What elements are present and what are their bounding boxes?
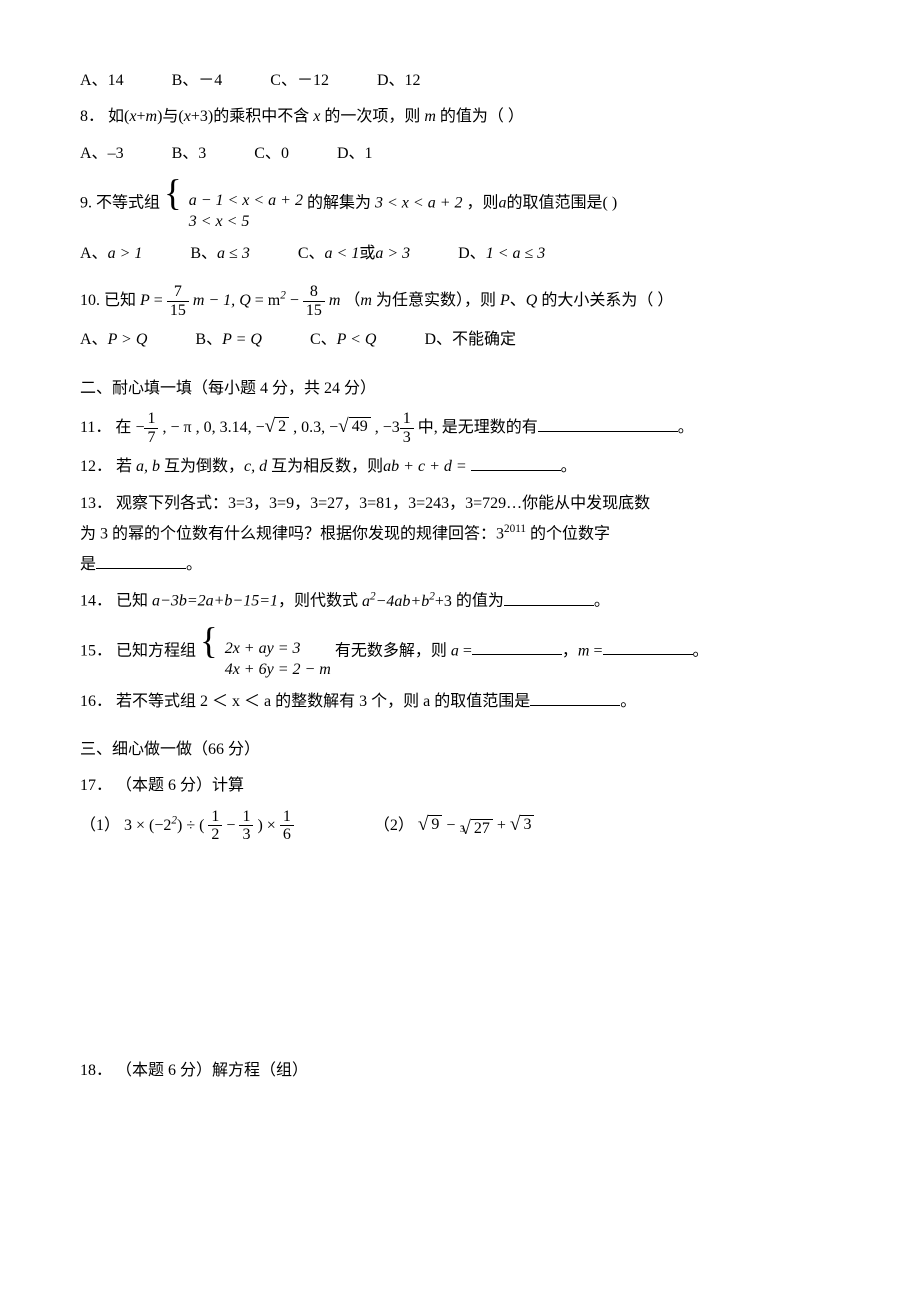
q9-opt-d: D、1 < a ≤ 3: [458, 239, 545, 269]
q15-system: { 2x + ay = 3 4x + 6y = 2 − m: [200, 623, 331, 681]
q10-opt-b: B、P = Q: [195, 325, 262, 355]
q10-opt-c: C、P < Q: [310, 325, 377, 355]
q8-opt-a: A、–3: [80, 139, 124, 169]
q14-number: 14．: [80, 593, 112, 610]
q8-options: A、–3 B、3 C、0 D、1: [80, 139, 840, 169]
q9-opt-a: A、a > 1: [80, 239, 142, 269]
q10-stem: 10. 已知 P = 715 m − 1, Q = m2 − 815 m （m …: [80, 283, 840, 319]
q12: 12． 若 a, b 互为倒数，c, d 互为相反数，则ab + c + d =…: [80, 452, 840, 482]
q16-blank: [530, 689, 620, 706]
work-space: [80, 850, 840, 1050]
q8-opt-d: D、1: [337, 139, 373, 169]
q7-options: A、14 B、－4 C、－12 D、12: [80, 66, 840, 96]
q14-blank: [504, 589, 594, 606]
q18-number: 18．: [80, 1062, 112, 1079]
q9-system: { a − 1 < x < a + 2 3 < x < 5: [164, 175, 303, 233]
q16-number: 16．: [80, 693, 112, 710]
q11: 11． 在 −17 , − π , 0, 3.14, −√2 , 0.3, −√…: [80, 410, 840, 446]
q10-options: A、P > Q B、P = Q C、P < Q D、不能确定: [80, 325, 840, 355]
q12-blank: [471, 454, 561, 471]
q16: 16． 若不等式组 2 ＜ x ＜ a 的整数解有 3 个，则 a 的取值范围是…: [80, 687, 840, 717]
q10-opt-a: A、P > Q: [80, 325, 147, 355]
q9-stem: 9. 不等式组 { a − 1 < x < a + 2 3 < x < 5 的解…: [80, 175, 840, 233]
q9-opt-c: C、a < 1或a > 3: [298, 239, 410, 269]
q8-stem: 8． 如(x+m)与(x+3)的乘积中不含 x 的一次项，则 m 的值为（ ）: [80, 102, 840, 132]
q13-number: 13．: [80, 495, 112, 512]
q13: 13． 观察下列各式：3=3，3=9，3=27，3=81，3=243，3=729…: [80, 489, 840, 581]
q12-number: 12．: [80, 458, 112, 475]
q13-blank: [96, 552, 186, 569]
q10-opt-d: D、不能确定: [424, 325, 516, 355]
q9-opt-b: B、a ≤ 3: [190, 239, 249, 269]
q15: 15． 已知方程组 { 2x + ay = 3 4x + 6y = 2 − m …: [80, 623, 840, 681]
q14: 14． 已知 a−3b=2a+b−15=1，则代数式 a2−4ab+b2+3 的…: [80, 586, 840, 617]
q10-number: 10.: [80, 292, 100, 309]
q15-blank-m: [603, 638, 693, 655]
q8-opt-c: C、0: [254, 139, 289, 169]
q17-parts: （1） 3 × (−22) ÷ ( 12 − 13 ) × 16 （2） √9 …: [80, 808, 840, 844]
q17-part2: （2） √9 − 3√27 + √3: [374, 811, 535, 842]
section2-title: 二、耐心填一填（每小题 4 分，共 24 分）: [80, 374, 840, 404]
q7-opt-d: D、12: [377, 66, 421, 96]
q8-opt-b: B、3: [172, 139, 207, 169]
q7-opt-a: A、14: [80, 66, 124, 96]
q17-part1: （1） 3 × (−22) ÷ ( 12 − 13 ) × 16: [80, 808, 294, 844]
q15-number: 15．: [80, 642, 112, 659]
q11-number: 11．: [80, 419, 111, 436]
q11-blank: [538, 415, 678, 432]
q7-opt-b: B、－4: [172, 66, 223, 96]
q15-blank-a: [472, 638, 562, 655]
q18-header: 18． （本题 6 分）解方程（组）: [80, 1056, 840, 1086]
q17-header: 17． （本题 6 分）计算: [80, 771, 840, 801]
q17-number: 17．: [80, 777, 112, 794]
section3-title: 三、细心做一做（66 分）: [80, 735, 840, 765]
q8-number: 8．: [80, 108, 104, 125]
q7-opt-c: C、－12: [270, 66, 329, 96]
q9-options: A、a > 1 B、a ≤ 3 C、a < 1或a > 3 D、1 < a ≤ …: [80, 239, 840, 269]
q9-number: 9.: [80, 195, 92, 212]
